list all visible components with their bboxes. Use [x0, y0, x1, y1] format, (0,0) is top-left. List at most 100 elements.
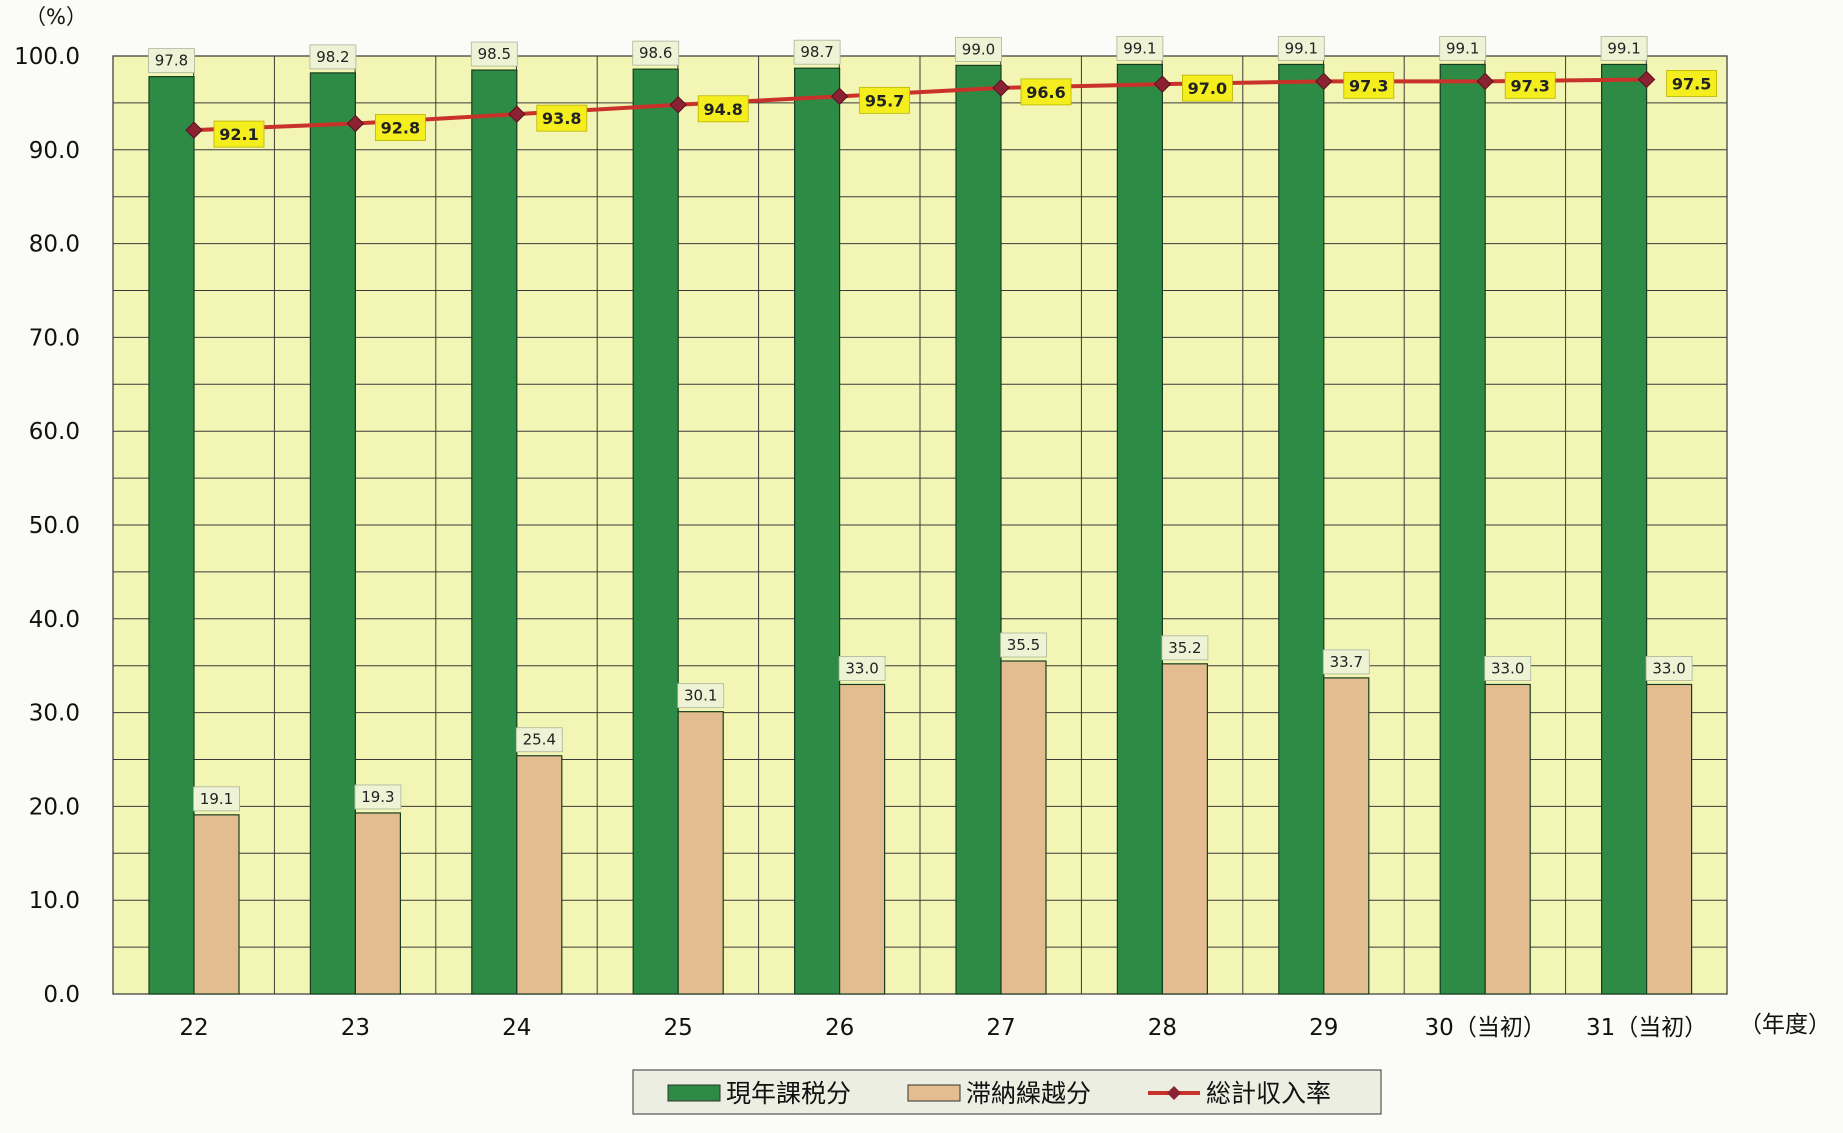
bar-tainou-8 — [1484, 683, 1531, 995]
bar-data-label: 98.7 — [800, 43, 833, 61]
x-tick-label: 27 — [986, 1015, 1015, 1041]
y-tick-label: 70.0 — [29, 325, 80, 351]
line-marker — [1476, 72, 1494, 91]
bar-data-label: 97.8 — [155, 52, 188, 70]
bar-genen-7 — [1278, 63, 1325, 995]
x-tick-label: 31（当初） — [1586, 1015, 1707, 1041]
line-marker — [508, 105, 526, 123]
bar-data-label: 33.0 — [845, 659, 878, 677]
bar-data-label: 19.3 — [361, 788, 394, 806]
bar-data-label: 98.6 — [639, 44, 672, 62]
line-marker — [992, 79, 1010, 97]
line-marker — [830, 87, 849, 106]
legend-label-2: 総計収入率 — [1206, 1079, 1331, 1108]
line-marker — [185, 121, 203, 139]
line-total-rate — [193, 77, 1647, 133]
bar-data-label: 35.5 — [1007, 636, 1040, 654]
bar-genen-5 — [955, 64, 1002, 995]
bar-data-label: 99.0 — [962, 40, 995, 58]
bar-label-box — [354, 784, 402, 810]
y-tick-label: 100.0 — [14, 44, 80, 70]
y-tick-label: 20.0 — [29, 794, 80, 820]
x-tick-label: 25 — [664, 1015, 693, 1041]
legend-box — [632, 1069, 1382, 1115]
bar-tainou-3 — [677, 711, 724, 995]
legend-label-0: 現年課税分 — [726, 1079, 851, 1108]
line-label-box — [1020, 78, 1072, 106]
line-label-box — [213, 120, 265, 148]
bar-tainou-1 — [354, 812, 401, 995]
x-tick-label: 29 — [1309, 1015, 1338, 1041]
bar-data-label: 99.1 — [1285, 39, 1318, 57]
line-label-box — [1504, 71, 1556, 99]
bar-label-box — [1600, 36, 1648, 61]
bar-data-label: 25.4 — [523, 731, 556, 749]
bar-label-box — [309, 44, 357, 70]
bar-genen-8 — [1439, 63, 1486, 995]
legend-swatch-1 — [907, 1084, 961, 1102]
x-tick-label: 23 — [341, 1015, 370, 1041]
bar-data-label: 99.1 — [1607, 39, 1640, 57]
line-data-label: 92.8 — [381, 119, 420, 138]
bar-data-label: 19.1 — [200, 790, 233, 808]
bar-genen-3 — [632, 68, 679, 995]
bar-data-label: 35.2 — [1168, 639, 1201, 657]
line-label-box — [1666, 70, 1717, 97]
bar-genen-0 — [148, 76, 195, 995]
bar-label-box — [838, 656, 886, 681]
bar-label-box — [1645, 656, 1693, 681]
line-data-label: 93.8 — [542, 109, 581, 128]
y-tick-label: 10.0 — [29, 888, 80, 914]
data-labels: 97.8 98.2 98.5 98.6 98.7 99.0 99.1 99.1 99.1 99.1… — [148, 36, 1717, 812]
legend: 現年課税分 滞納繰越分 総計収入率 — [632, 1069, 1382, 1115]
bar-label-box — [1161, 635, 1209, 661]
x-tick-label: 26 — [825, 1015, 854, 1041]
line-data-label: 96.6 — [1026, 83, 1065, 102]
bar-tainou-6 — [1161, 663, 1209, 995]
legend-label-1: 滞納繰越分 — [966, 1079, 1091, 1108]
axes: 0.0 10.0 20.0 30.0 40.0 50.0 60.0 70.0 80.0 90.0 1… — [14, 5, 1831, 1041]
bar-data-label: 33.7 — [1330, 653, 1363, 671]
line-marker — [669, 96, 687, 114]
bar-data-label: 99.1 — [1446, 39, 1479, 57]
line-data-label: 97.0 — [1188, 79, 1227, 98]
line-label-box — [1343, 71, 1395, 99]
line-label-box — [536, 104, 588, 132]
bar-tainou-0 — [193, 814, 240, 995]
y-tick-label: 50.0 — [29, 513, 80, 539]
line-data-label: 97.3 — [1510, 76, 1549, 95]
line-label-box — [697, 95, 749, 123]
bar-data-label: 98.2 — [316, 48, 349, 66]
bar-genen-2 — [471, 69, 518, 995]
y-tick-label: 80.0 — [29, 232, 80, 258]
x-tick-label: 22 — [179, 1015, 208, 1041]
line-label-box — [859, 86, 910, 114]
bar-data-label: 33.0 — [1491, 659, 1524, 677]
bar-data-label: 98.5 — [478, 45, 511, 63]
x-axis-unit: （年度） — [1739, 1012, 1831, 1038]
y-tick-label: 0.0 — [43, 982, 80, 1008]
legend-swatch-0 — [667, 1084, 721, 1102]
bar-label-box — [677, 683, 725, 709]
bar-genen-6 — [1116, 63, 1164, 995]
bar-data-label: 99.1 — [1123, 39, 1156, 57]
bar-label-box — [1000, 632, 1047, 658]
line-data-label: 92.1 — [219, 125, 258, 144]
line-data-label: 95.7 — [865, 91, 904, 110]
bar-label-box — [1277, 36, 1325, 61]
bar-label-box — [1484, 656, 1532, 681]
line-data-label: 97.5 — [1672, 74, 1711, 93]
bar-label-box — [793, 39, 841, 65]
bar-label-box — [1439, 36, 1487, 61]
bar-label-box — [470, 41, 518, 67]
bar-data-label: 30.1 — [684, 687, 717, 705]
bar-label-box — [1322, 649, 1370, 675]
y-tick-label: 40.0 — [29, 607, 80, 633]
x-tick-label: 30（当初） — [1425, 1015, 1546, 1041]
line-marker — [1153, 75, 1172, 93]
bar-label-box — [955, 36, 1002, 62]
y-tick-label: 90.0 — [29, 138, 80, 164]
x-tick-label: 24 — [502, 1015, 531, 1041]
